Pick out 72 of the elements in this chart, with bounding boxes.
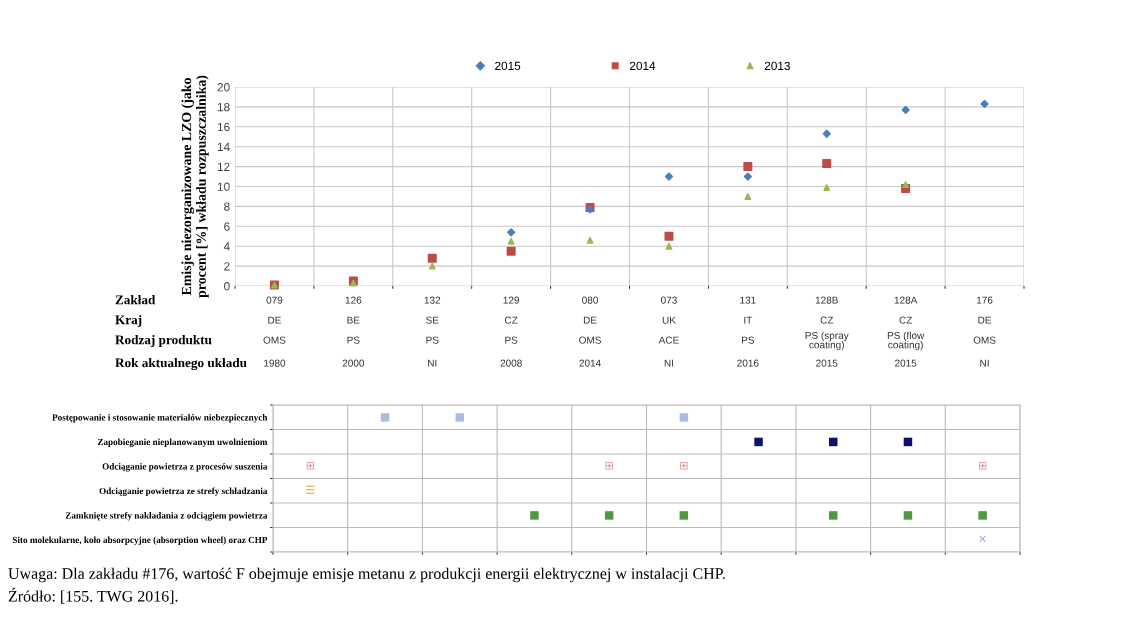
legend-label: 2013 [764, 61, 790, 71]
y-tick-label: Sito molekularne, koło absorpcyjne (absorption wheel) oraz CHP [12, 536, 268, 545]
point [664, 231, 674, 241]
text: ■ [679, 511, 689, 520]
y-tick-label: Odciąganie powietrza ze strefy schładzania [99, 487, 268, 496]
text: ■ [380, 413, 390, 422]
text: ■ [604, 511, 614, 520]
text: ■ [903, 511, 913, 520]
category-label: 129 CZ PS 2008 [500, 296, 522, 367]
point [506, 246, 516, 256]
text: ■ [978, 511, 987, 520]
y-tick-label: 8 [224, 202, 230, 211]
point [744, 192, 752, 200]
text: ⊞ [306, 462, 314, 470]
point [980, 99, 989, 109]
category-label: 132 SE PS NI [424, 296, 441, 367]
y-tick-label: 10 [217, 182, 230, 191]
text: Rok aktualnego układu [115, 357, 247, 371]
text: Zakład [115, 295, 156, 305]
point [507, 228, 516, 237]
y-tick-label: 2 [224, 262, 230, 271]
text: ⊞ [605, 462, 613, 470]
point [823, 184, 831, 191]
y-tick-label: Postępowanie i stosowanie materiałów niebezpiecznych [52, 414, 268, 423]
y-tick-label: Odciąganie powietrza z procesów suszenia [102, 463, 268, 472]
text: ■ [455, 413, 464, 422]
legend-label: 2014 [629, 61, 656, 71]
text: ⊞ [680, 462, 688, 470]
y-tick-label: 16 [217, 122, 230, 132]
text: Kraj [115, 315, 142, 327]
y-tick-label: 20 [217, 83, 230, 92]
point [427, 253, 437, 263]
text: Rodzaj produktu [115, 335, 212, 347]
point [665, 242, 673, 250]
point [507, 237, 515, 245]
text: Uwaga: Dla zakładu #176, wartość F obejmuje emisje metanu z produkcji energii elektrycznej w instalacji CHP. [8, 567, 725, 583]
y-axis-title: Emisje niezorganizowane LZO (jako procent [%] wkładu rozpuszczalnika) [181, 75, 209, 298]
y-tick-label: 0 [224, 282, 230, 291]
text: ✕ [979, 535, 986, 543]
category-label: 079 DE OMS 1980 [263, 296, 286, 367]
y-tick-label: Zapobieganie nieplanowanym uwolnieniom [97, 438, 268, 447]
text: ■ [829, 437, 838, 447]
text: ■ [903, 437, 913, 447]
legend-label: 2015 [495, 61, 521, 71]
category-label: 128A CZ PS (flow coating) 2015 [887, 296, 925, 367]
category-label: 131 IT PS 2016 [737, 296, 759, 367]
category-label: 128B CZ PS (spray coating) 2015 [805, 296, 849, 367]
text: ■ [530, 511, 539, 520]
point [822, 129, 831, 138]
category-label: 176 DE OMS NI [973, 296, 996, 367]
text: ⊞ [979, 462, 987, 470]
text: ☰ [306, 485, 315, 494]
text: ■ [679, 413, 689, 422]
point [743, 162, 753, 172]
y-tick-label: 18 [217, 102, 230, 112]
category-label: 073 UK ACE NI [658, 296, 679, 367]
category-label: 080 DE OMS 2014 [579, 296, 601, 367]
text: ■ [829, 511, 838, 520]
point [901, 105, 910, 114]
point [902, 181, 910, 188]
text: Źródło: [155. TWG 2016]. [8, 587, 178, 604]
y-tick-label: 4 [223, 242, 230, 251]
point [822, 159, 832, 169]
y-tick-label: Zamknięte strefy nakładania z odciągiem powietrza [65, 512, 268, 521]
point [743, 172, 752, 181]
category-label: 126 BE PS 2000 [342, 296, 365, 367]
y-tick-label: 12 [217, 162, 230, 171]
point [586, 236, 594, 244]
y-tick-label: 14 [217, 142, 230, 151]
point [428, 262, 436, 270]
text: ■ [754, 437, 763, 447]
y-tick-label: 6 [224, 222, 230, 231]
